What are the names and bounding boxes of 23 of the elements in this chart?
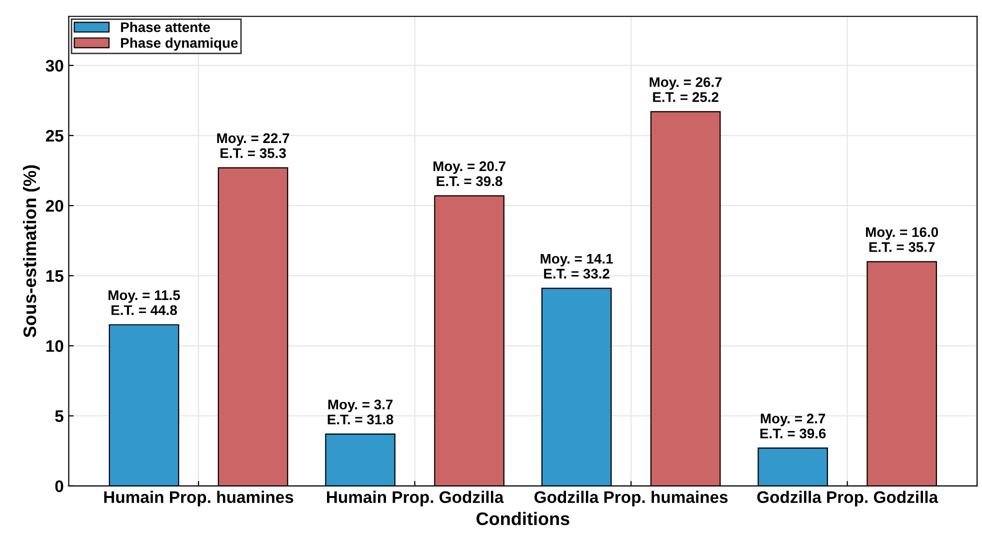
data-label: Moy. = 3.7 E.T. = 31.8 xyxy=(328,400,394,424)
x-tick-label: Godzilla Prop. humaines xyxy=(534,490,728,506)
y-tick-label: 10 xyxy=(46,340,64,352)
data-label: Moy. = 16.0 E.T. = 35.7 xyxy=(866,227,938,252)
x-tick-label: Godzilla Prop. Godzilla xyxy=(757,490,938,506)
x-axis-title: Conditions xyxy=(476,512,570,526)
data-label: Moy. = 2.7 E.T. = 39.6 xyxy=(760,414,826,438)
y-tick-label: 25 xyxy=(46,130,64,142)
data-label: Moy. = 14.1 E.T. = 33.2 xyxy=(540,254,613,279)
y-tick-label: 30 xyxy=(46,60,64,72)
legend-label: Phase attente xyxy=(121,22,210,32)
x-tick-label: Humain Prop. Godzilla xyxy=(327,490,504,506)
data-label: Moy. = 22.7 E.T. = 35.3 xyxy=(217,133,290,158)
legend-label: Phase dynamique xyxy=(121,38,238,51)
data-label: Moy. = 20.7 E.T. = 39.8 xyxy=(433,161,506,186)
y-tick-label: 20 xyxy=(46,200,64,212)
y-tick-label: 0 xyxy=(55,480,64,492)
x-tick-label: Humain Prop. huamines xyxy=(104,490,294,506)
data-label: Moy. = 11.5 E.T. = 44.8 xyxy=(108,290,180,316)
y-axis-title: Sous-estimation (%) xyxy=(22,165,40,338)
data-label: Moy. = 26.7 E.T. = 25.2 xyxy=(650,77,722,102)
y-tick-label: 15 xyxy=(46,270,64,282)
y-tick-label: 5 xyxy=(55,410,64,422)
